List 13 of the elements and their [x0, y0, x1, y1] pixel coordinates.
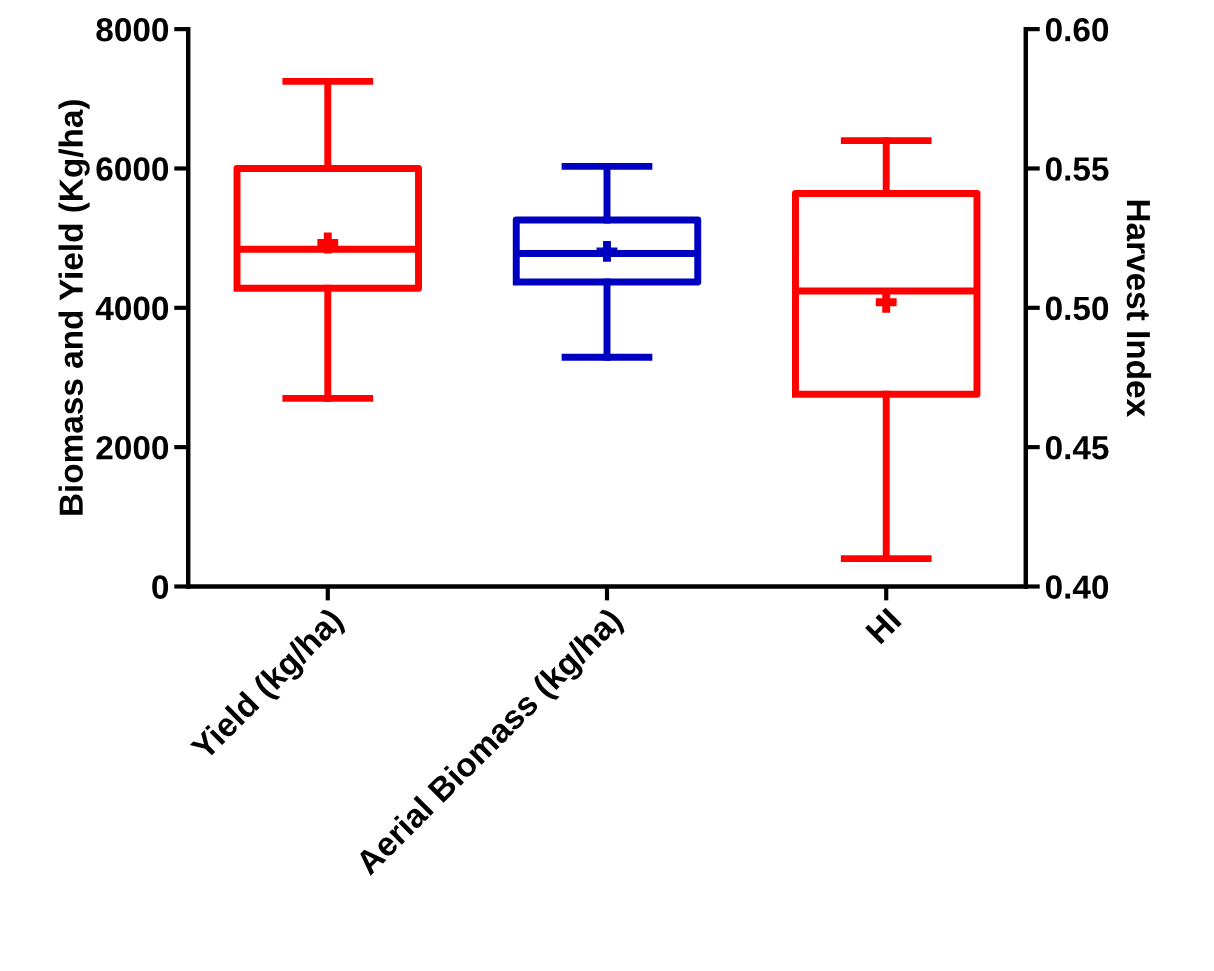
y-axis-title: Biomass and Yield (Kg/ha) [58, 100, 90, 515]
y-tick-label: 2000 [96, 435, 169, 460]
y-tick-label: 8000 [96, 17, 169, 42]
y2-tick-label: 0.45 [1045, 435, 1109, 460]
x-tick-label: HI [865, 607, 902, 645]
y2-tick-label: 0.55 [1045, 157, 1109, 181]
y-tick-label: 0 [152, 575, 169, 599]
y2-tick-label: 0.60 [1045, 17, 1109, 42]
y-tick-label: 6000 [96, 157, 169, 181]
y-tick-label: 4000 [95, 296, 169, 321]
y2-tick-label: 0.50 [1045, 296, 1109, 321]
y2-axis-title: Harvest Index [1126, 200, 1152, 417]
y2-tick-label: 0.40 [1045, 575, 1109, 599]
